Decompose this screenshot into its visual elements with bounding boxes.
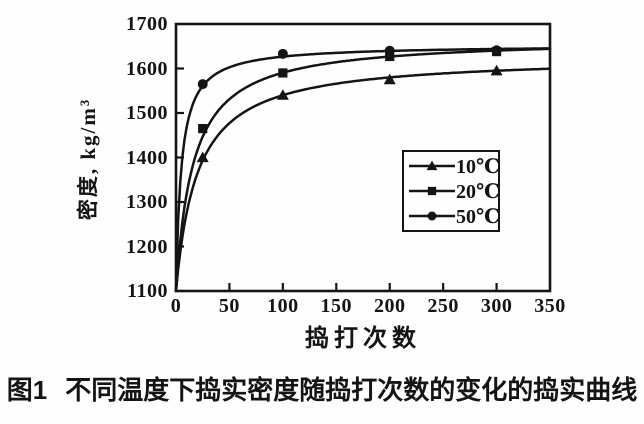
- triangle-marker: [490, 64, 503, 76]
- series-curve-20℃: [174, 47, 552, 293]
- legend-label: 10℃: [456, 155, 500, 178]
- y-tick-label: 1400: [126, 146, 168, 169]
- chart-canvas: [174, 22, 552, 293]
- circle-marker: [197, 79, 208, 90]
- figure-caption-text: 不同温度下捣实密度随捣打次数的变化的捣实曲线: [65, 375, 638, 405]
- x-tick-label: 50: [218, 295, 240, 317]
- figure-caption-number: 图1: [6, 375, 48, 405]
- x-tick-label: 250: [427, 295, 459, 317]
- triangle-marker: [383, 73, 396, 85]
- x-tick-label: 200: [373, 295, 406, 317]
- y-tick-label: 1600: [126, 57, 168, 80]
- square-marker: [278, 68, 288, 78]
- circle-marker: [427, 211, 437, 221]
- series-curve-50℃: [174, 47, 552, 293]
- y-tick-label: 1700: [126, 13, 168, 35]
- x-tick-label: 100: [267, 295, 299, 317]
- triangle-marker: [426, 160, 438, 171]
- triangle-marker: [196, 151, 209, 163]
- legend-item-10℃: 10℃: [409, 155, 500, 178]
- legend-item-50℃: 50℃: [409, 205, 500, 228]
- x-axis-title: 捣打次数: [305, 326, 421, 352]
- x-tick-label: 300: [480, 295, 513, 317]
- compaction-curve-figure: 密度, kg/m³ 捣打次数 1100 1200 1300 1400 1500 1600 1…: [76, 13, 566, 352]
- circle-marker: [277, 48, 288, 59]
- legend-box: 10℃ 20℃ 50℃: [402, 150, 500, 232]
- series-curve-10℃: [174, 67, 552, 293]
- circle-marker: [491, 45, 502, 56]
- legend-key-triangle-icon: [409, 160, 455, 171]
- legend-key-circle-icon: [409, 211, 455, 221]
- square-marker: [427, 186, 437, 196]
- x-tick-label: 0: [170, 295, 182, 317]
- y-tick-label: 1100: [127, 280, 168, 302]
- figure-caption: 图1 不同温度下捣实密度随捣打次数的变化的捣实曲线: [0, 370, 644, 407]
- legend-item-20℃: 20℃: [409, 180, 500, 203]
- legend-key-square-icon: [409, 186, 455, 196]
- x-tick-label: 150: [320, 295, 353, 317]
- square-marker: [198, 123, 208, 134]
- y-tick-label: 1200: [126, 235, 168, 258]
- y-tick-label: 1300: [126, 191, 168, 213]
- square-marker: [385, 51, 395, 62]
- legend-label: 20℃: [456, 180, 500, 203]
- triangle-marker: [276, 89, 289, 100]
- x-tick-label: 350: [534, 295, 566, 317]
- circle-marker: [384, 45, 395, 56]
- legend-label: 50℃: [456, 205, 500, 228]
- y-tick-label: 1500: [126, 102, 168, 124]
